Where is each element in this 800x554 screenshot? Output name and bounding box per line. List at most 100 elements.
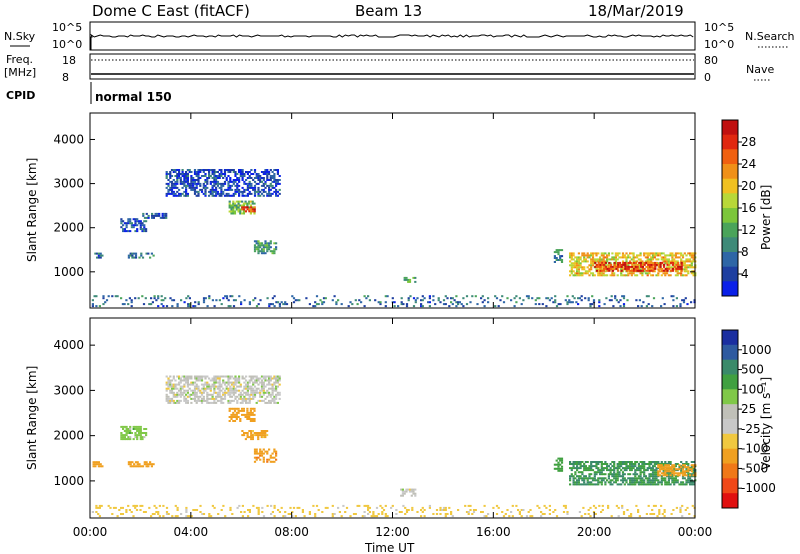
echo-cell bbox=[324, 297, 327, 300]
echo-cell bbox=[162, 515, 165, 518]
echo-cell bbox=[610, 267, 613, 270]
echo-cell bbox=[636, 263, 639, 266]
echo-cell bbox=[671, 254, 674, 257]
echo-cell bbox=[683, 463, 686, 465]
echo-cell bbox=[678, 272, 681, 275]
echo-cell bbox=[186, 192, 189, 195]
echo-cell bbox=[190, 515, 193, 518]
echo-cell bbox=[685, 479, 688, 482]
echo-cell bbox=[621, 254, 625, 257]
echo-cell bbox=[255, 450, 258, 453]
echo-cell bbox=[589, 506, 592, 509]
echo-cell bbox=[183, 175, 186, 177]
echo-cell bbox=[581, 477, 584, 480]
echo-cell bbox=[125, 511, 128, 513]
colorbar-tick-label: -100 bbox=[741, 442, 768, 456]
echo-cell bbox=[663, 263, 666, 266]
echo-cell bbox=[598, 504, 601, 507]
echo-cell bbox=[237, 208, 240, 211]
echo-cell bbox=[239, 409, 242, 412]
echo-cell bbox=[262, 436, 265, 439]
echo-cell bbox=[206, 177, 209, 179]
echo-cell bbox=[345, 506, 349, 509]
echo-cell bbox=[200, 393, 204, 396]
echo-cell bbox=[314, 515, 317, 518]
echo-cell bbox=[169, 173, 172, 175]
echo-cell bbox=[670, 261, 673, 264]
echo-cell bbox=[590, 477, 593, 480]
echo-cell bbox=[193, 381, 197, 384]
echo-cell bbox=[260, 452, 264, 455]
echo-cell bbox=[145, 228, 148, 231]
echo-cell bbox=[141, 438, 144, 441]
echo-cell bbox=[213, 387, 216, 390]
echo-cell bbox=[188, 305, 191, 308]
echo-cell bbox=[269, 246, 272, 249]
echo-cell bbox=[211, 192, 214, 195]
echo-cell bbox=[261, 511, 264, 513]
echo-cell bbox=[236, 377, 239, 380]
echo-cell bbox=[604, 252, 607, 255]
echo-cell bbox=[141, 504, 144, 507]
echo-cell bbox=[648, 252, 651, 255]
echo-cell bbox=[689, 252, 692, 255]
echo-cell bbox=[692, 466, 695, 469]
echo-cell bbox=[639, 258, 642, 261]
echo-cell bbox=[213, 381, 216, 384]
date-title: 18/Mar/2019 bbox=[588, 2, 684, 20]
echo-cell bbox=[230, 204, 233, 207]
echo-cell bbox=[610, 265, 613, 268]
echo-cell bbox=[230, 413, 233, 416]
echo-cell bbox=[588, 475, 591, 478]
echo-cell bbox=[492, 506, 495, 509]
echo-cell bbox=[354, 513, 357, 515]
echo-cell bbox=[199, 379, 202, 382]
echo-cell bbox=[148, 303, 151, 306]
echo-cell bbox=[165, 381, 168, 384]
echo-cell bbox=[238, 192, 241, 195]
echo-cell bbox=[368, 511, 371, 513]
echo-cell bbox=[469, 509, 472, 511]
echo-cell bbox=[268, 186, 271, 189]
echo-cell bbox=[646, 467, 649, 470]
echo-cell bbox=[655, 252, 658, 255]
echo-cell bbox=[595, 254, 598, 257]
echo-cell bbox=[608, 299, 611, 302]
echo-cell bbox=[594, 265, 597, 268]
echo-cell bbox=[636, 274, 639, 277]
echo-cell bbox=[590, 266, 593, 269]
echo-cell bbox=[170, 180, 174, 183]
echo-cell bbox=[252, 383, 255, 386]
echo-cell bbox=[590, 461, 593, 463]
echo-cell bbox=[243, 385, 246, 388]
echo-cell bbox=[250, 434, 253, 437]
echo-cell bbox=[690, 266, 693, 269]
echo-cell bbox=[190, 179, 193, 181]
echo-cell bbox=[611, 274, 614, 277]
echo-cell bbox=[284, 511, 287, 513]
echo-cell bbox=[627, 274, 630, 277]
echo-cell bbox=[576, 256, 579, 259]
echo-cell bbox=[386, 515, 389, 518]
echo-cell bbox=[663, 269, 666, 272]
echo-cell bbox=[195, 186, 198, 189]
echo-cell bbox=[661, 297, 664, 300]
echo-cell bbox=[398, 511, 401, 513]
echo-cell bbox=[559, 255, 562, 258]
echo-cell bbox=[236, 379, 239, 382]
echo-cell bbox=[678, 467, 681, 470]
echo-cell bbox=[174, 192, 177, 195]
echo-cell bbox=[557, 253, 560, 256]
echo-cell bbox=[259, 393, 262, 396]
echo-cell bbox=[129, 436, 132, 439]
echo-cell bbox=[675, 305, 678, 308]
echo-cell bbox=[627, 272, 630, 275]
echo-cell bbox=[218, 169, 221, 171]
echo-cell bbox=[607, 258, 610, 261]
echo-cell bbox=[228, 409, 231, 412]
echo-cell bbox=[613, 274, 616, 277]
echo-cell bbox=[259, 391, 262, 394]
echo-cell bbox=[639, 473, 642, 476]
echo-cell bbox=[648, 461, 651, 463]
